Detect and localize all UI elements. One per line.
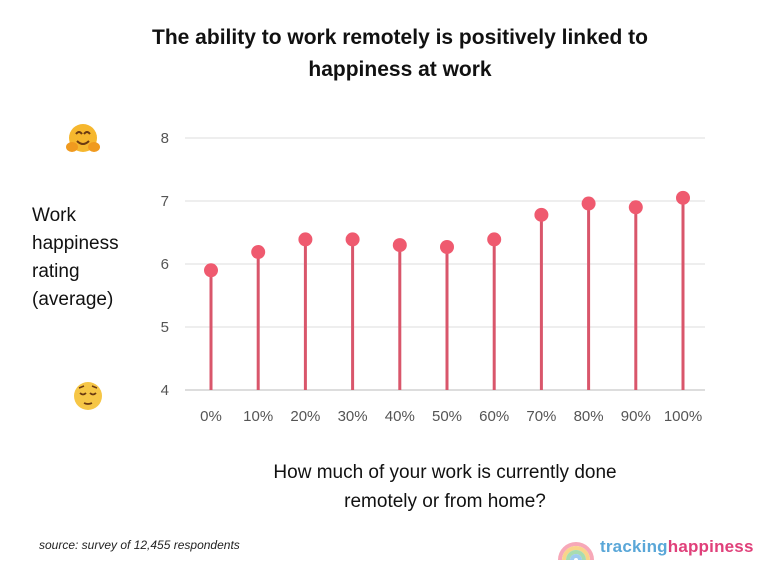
chart-title-line-1: The ability to work remotely is positive… xyxy=(152,26,648,49)
relieved-face-icon xyxy=(74,382,102,410)
y-tick-label: 7 xyxy=(161,193,169,210)
y-tick-labels: 4 5 6 7 8 xyxy=(161,130,169,399)
y-tick-label: 5 xyxy=(161,319,169,336)
x-tick-label: 90% xyxy=(621,408,651,425)
x-tick-label: 0% xyxy=(200,408,222,425)
x-tick-labels: 0% 10% 20% 30% 40% 50% 60% 70% 80% 90% 100% xyxy=(200,408,702,425)
lollipop-dot xyxy=(392,238,407,253)
x-tick-label: 70% xyxy=(526,408,556,425)
rainbow-icon xyxy=(558,542,594,561)
chart-title-line-2: happiness at work xyxy=(308,58,492,81)
chart-title: The ability to work remotely is positive… xyxy=(100,22,700,86)
x-axis-label: How much of your work is currently done … xyxy=(220,458,670,516)
x-tick-label: 60% xyxy=(479,408,509,425)
y-axis-label-line-2: happiness xyxy=(32,233,119,254)
x-tick-label: 80% xyxy=(574,408,604,425)
hugging-face-icon xyxy=(66,124,100,152)
x-axis-label-line-1: How much of your work is currently done xyxy=(273,462,617,483)
logo-text-tracking: tracking xyxy=(600,537,668,556)
lollipop-dot xyxy=(487,232,502,247)
x-tick-label: 50% xyxy=(432,408,462,425)
lollipop-dots xyxy=(204,190,690,278)
y-axis-label-line-3: rating xyxy=(32,261,80,282)
source-note: source: survey of 12,455 respondents xyxy=(39,538,240,552)
x-axis-label-line-2: remotely or from home? xyxy=(344,491,546,512)
y-tick-label: 6 xyxy=(161,256,169,273)
x-tick-label: 40% xyxy=(385,408,415,425)
x-tick-label: 10% xyxy=(243,408,273,425)
lollipop-stems xyxy=(209,197,685,390)
lollipop-dot xyxy=(251,245,266,260)
lollipop-dot xyxy=(676,190,690,205)
y-tick-label: 8 xyxy=(161,130,169,147)
lollipop-dot xyxy=(298,232,313,247)
y-axis-label: Work happiness rating (average) xyxy=(32,202,142,314)
lollipop-dot xyxy=(345,232,360,247)
logo-text-happiness: happiness xyxy=(667,537,754,556)
lollipop-dot xyxy=(204,263,218,278)
lollipop-dot xyxy=(534,207,549,222)
lollipop-dot xyxy=(440,239,454,254)
y-axis-label-line-1: Work xyxy=(32,205,76,226)
y-axis-label-line-4: (average) xyxy=(32,289,114,310)
lollipop-dot xyxy=(581,196,596,211)
grid-lines xyxy=(185,137,705,391)
tracking-happiness-logo: trackinghappiness xyxy=(556,530,753,564)
y-tick-label: 4 xyxy=(161,382,169,399)
x-tick-label: 100% xyxy=(664,408,702,425)
lollipop-dot xyxy=(628,200,643,215)
logo-text: trackinghappiness xyxy=(600,537,754,557)
x-tick-label: 20% xyxy=(290,408,320,425)
x-tick-label: 30% xyxy=(338,408,368,425)
